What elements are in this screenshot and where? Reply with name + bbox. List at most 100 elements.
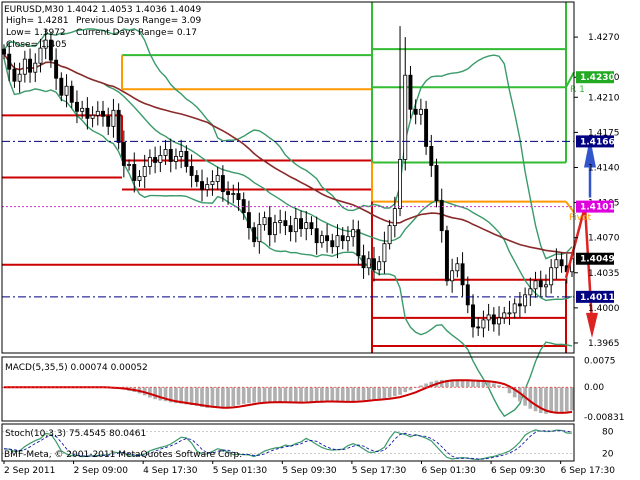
macd-histogram	[2, 379, 574, 414]
macd-bar	[408, 387, 413, 391]
x-tick-label: 5 Sep 01:30	[213, 466, 268, 476]
macd-bar	[507, 387, 512, 394]
candle-body	[210, 181, 215, 185]
macd-bar	[465, 380, 470, 388]
candle-body	[153, 157, 158, 163]
candle-body	[7, 53, 12, 70]
macd-axis: 0.0075 0.00 -0.00831	[584, 357, 624, 423]
candle-body	[549, 267, 554, 286]
macd-bar	[445, 379, 449, 388]
candle-body	[450, 270, 455, 282]
macd-bar	[320, 387, 324, 402]
macd-bar	[398, 387, 402, 395]
macd-bar	[533, 387, 538, 412]
macd-bar	[528, 387, 533, 409]
macd-bar	[283, 387, 288, 403]
candle-body	[48, 39, 53, 61]
macd-bar	[486, 382, 491, 388]
candle-body	[351, 229, 356, 238]
candle-body	[309, 222, 314, 230]
price-marker	[576, 71, 614, 84]
candle-body	[543, 284, 548, 288]
candle-body	[502, 312, 507, 319]
candle-body	[200, 181, 204, 190]
candle-body	[231, 193, 236, 195]
y-tick-label: 1.3965	[588, 339, 620, 349]
macd-bar	[564, 387, 569, 412]
macd-bar	[189, 387, 194, 406]
y-tick-label: 1.4035	[588, 269, 620, 279]
stoch-tick-label: 20	[602, 450, 614, 460]
macd-bar	[450, 380, 454, 388]
price-marker	[576, 252, 614, 265]
macd-bar	[221, 387, 225, 408]
macd-bar	[351, 387, 355, 402]
x-tick-label: 5 Sep 17:30	[352, 466, 407, 476]
price-marker-label: 1.4101	[580, 203, 615, 213]
time-axis: 2 Sep 2011 2 Sep 09:00 4 Sep 17:30 5 Sep 01…	[3, 461, 615, 476]
price-panel: R 1 Pivot EURUSD,M30 1.4042 1.4053 1.403…	[2, 2, 598, 418]
macd-bar	[559, 387, 564, 413]
macd-bar	[200, 387, 204, 407]
candle-body	[241, 199, 246, 213]
candle-body	[262, 217, 267, 226]
price-marker	[576, 290, 614, 303]
candle-body	[382, 243, 387, 263]
candle-body	[43, 39, 48, 49]
macd-bar	[309, 387, 314, 402]
candle-body	[299, 218, 303, 230]
low-line: Low= 1.3972	[6, 28, 66, 38]
candle-body	[439, 200, 444, 232]
up-arrow	[584, 137, 596, 168]
macd-bar	[194, 387, 199, 406]
macd-bar	[205, 387, 210, 408]
moving-average	[3, 53, 573, 254]
candle-body	[163, 149, 168, 156]
candle-body	[460, 263, 465, 286]
candle-body	[288, 225, 293, 233]
stoch-signal	[3, 430, 573, 460]
candle-body	[252, 227, 257, 243]
prev-range-line: Previous Days Range= 3.09	[76, 16, 201, 26]
candle-body	[554, 259, 559, 269]
pivot-tail	[565, 200, 575, 214]
candle-body	[330, 240, 335, 248]
r1-tail	[565, 71, 575, 88]
candle-body	[111, 109, 116, 127]
candle-body	[538, 280, 543, 288]
candle-body	[444, 230, 449, 282]
macd-bar	[387, 387, 392, 398]
x-tick-label: 6 Sep 09:30	[491, 466, 546, 476]
candle-body	[455, 263, 460, 272]
macd-bar	[210, 387, 215, 408]
candle-body	[69, 85, 74, 103]
stoch-axis: 80 20	[602, 427, 614, 459]
macd-panel: MACD(5,35,5) 0.00074 0.00052 0.0075 0.00 -…	[2, 357, 624, 423]
candle-body	[121, 141, 126, 166]
macd-bar	[267, 387, 272, 403]
price-marker-label: 1.4049	[580, 255, 615, 265]
candle-body	[366, 258, 371, 269]
macd-bar	[413, 387, 418, 389]
candle-body	[377, 261, 382, 271]
candle-body	[476, 326, 481, 329]
macd-bar	[325, 387, 329, 402]
candle-body	[523, 294, 528, 307]
candle-body	[491, 314, 496, 325]
high-line: High= 1.4281	[6, 16, 69, 26]
stoch-label: Stoch(10,3,3) 75.4545 80.0461	[5, 429, 146, 439]
candle-body	[173, 156, 178, 162]
stochastic-panel: Stoch(10,3,3) 75.4545 80.0461 BMF-Meta, …	[2, 427, 614, 461]
macd-bar	[382, 387, 387, 399]
macd-bar	[481, 381, 486, 388]
candle-body	[33, 62, 38, 73]
y-tick-label: 1.4140	[588, 163, 620, 173]
panel-frame	[1, 1, 575, 354]
y-tick-label: 1.4270	[588, 33, 620, 43]
macd-bar	[393, 387, 397, 397]
r1-label: R 1	[570, 85, 585, 95]
macd-signal-line	[2, 379, 574, 414]
candle-body	[278, 220, 283, 224]
macd-bar	[226, 387, 230, 408]
